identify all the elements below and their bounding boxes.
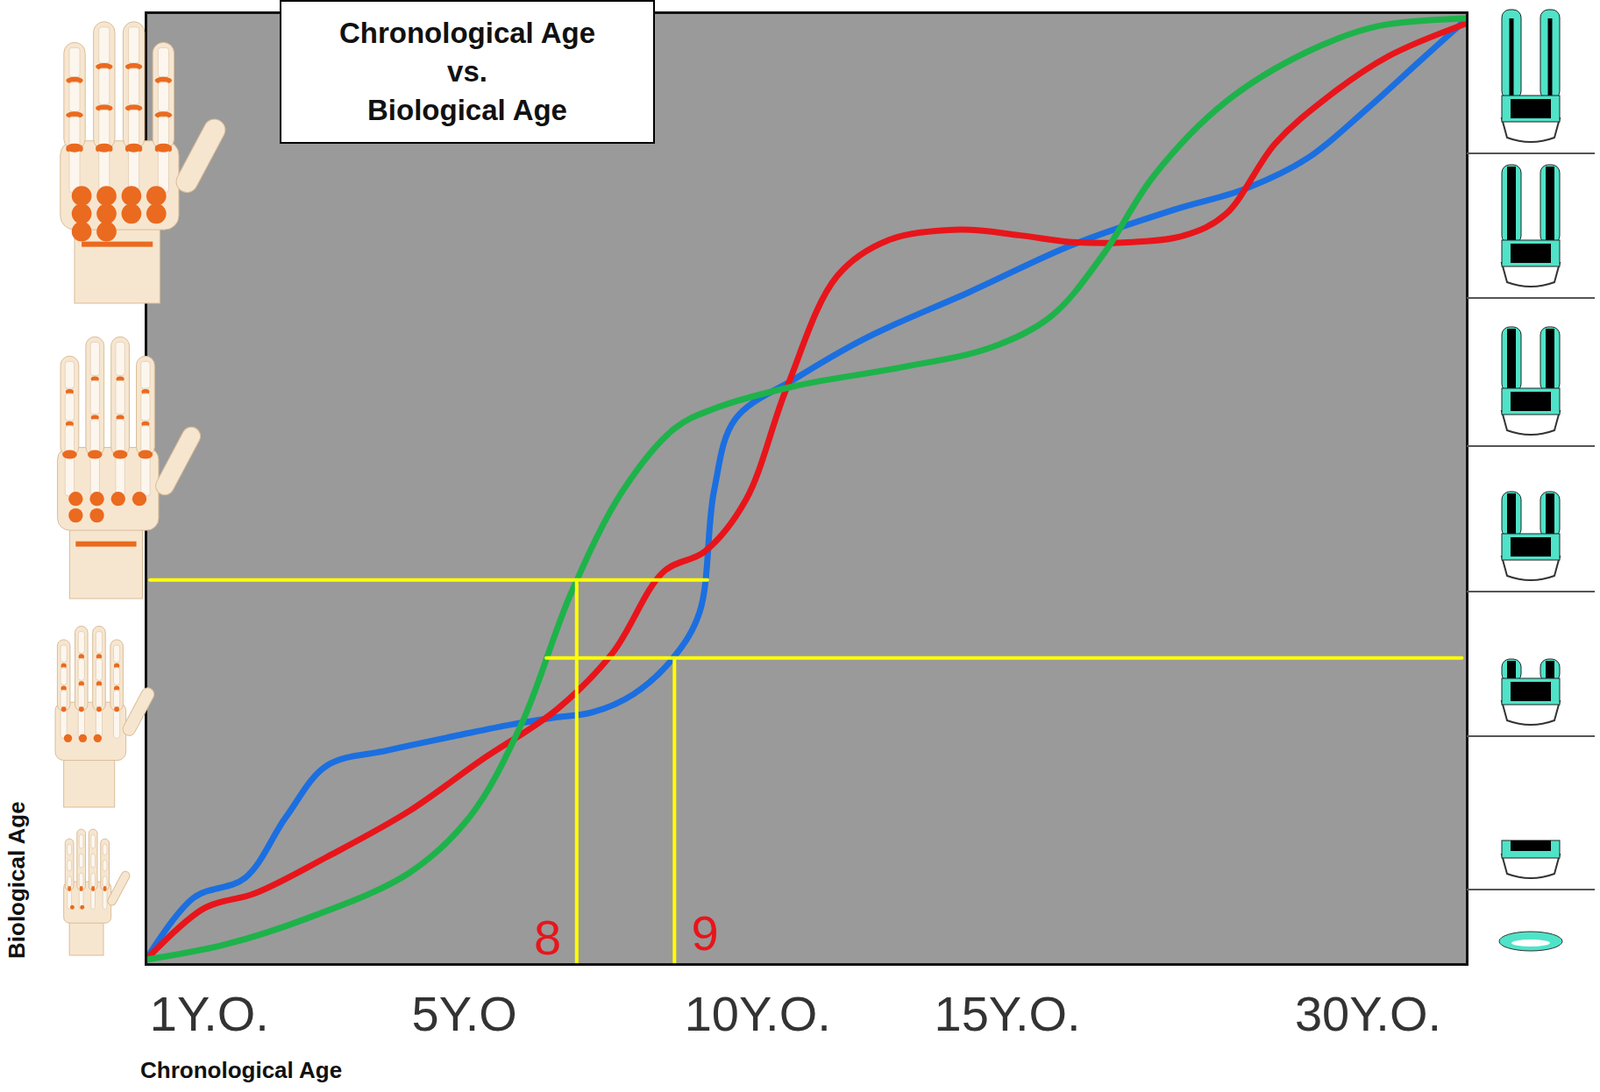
html-text:Chronological Age: Chronological Age [140, 1057, 343, 1084]
svg-text:5Y.O: 5Y.O [411, 986, 517, 1042]
svg-text:9: 9 [690, 905, 719, 961]
svg-text:1Y.O.: 1Y.O. [149, 986, 270, 1042]
svg-text:10Y.O.: 10Y.O. [684, 986, 832, 1042]
html-text:Biological Age: Biological Age [3, 801, 30, 960]
svg-text:30Y.O.: 30Y.O. [1294, 986, 1442, 1042]
svg-text:8: 8 [533, 910, 562, 966]
svg-text:15Y.O.: 15Y.O. [934, 986, 1081, 1042]
html-text:Chronological Age vs. Biologic: Chronological Age vs. Biological Age [339, 16, 596, 127]
